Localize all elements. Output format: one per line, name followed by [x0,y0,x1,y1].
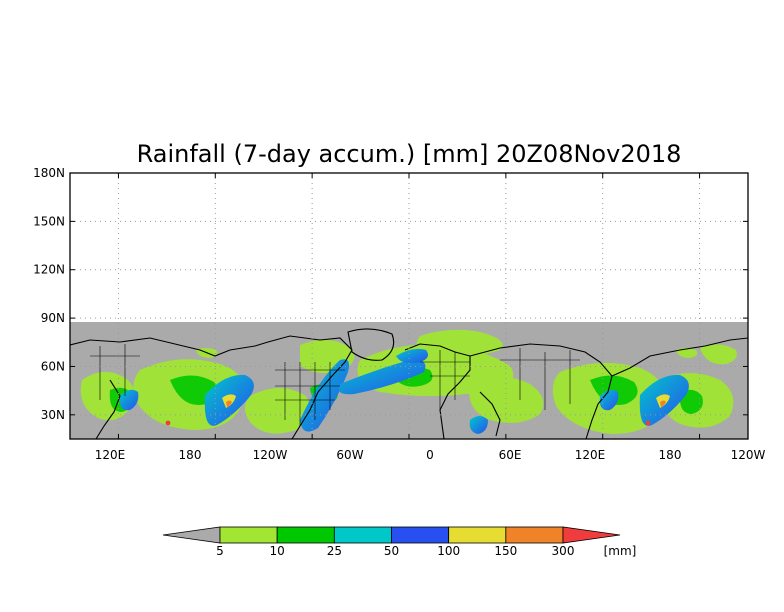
colorbar-label: 25 [327,544,342,558]
lon-label: 60W [336,448,363,462]
lat-label: 90N [41,311,65,325]
coastlines [70,328,748,439]
lon-label: 120W [253,448,288,462]
lon-label: 180 [179,448,202,462]
lat-label: 30N [41,408,65,422]
colorbar-swatch [448,526,507,544]
political-borders [90,344,580,426]
lon-label: 60E [499,448,522,462]
colorbar-label: 150 [494,544,517,558]
colorbar-swatch [219,526,278,544]
lat-label: 150N [33,214,65,228]
lat-label: 120N [33,263,65,277]
colorbar-unit: [mm] [604,544,637,558]
latitude-labels: 180N 150N 120N 90N 60N 30N [33,166,65,422]
colorbar-below-triangle [162,526,221,544]
colorbar-above-triangle [562,526,621,544]
plot-frame [69,172,749,440]
longitude-labels: 120E 180 120W 60W 0 60E 120E 180 120W [95,448,766,462]
colorbar-label: 100 [437,544,460,558]
lon-label: 120E [95,448,126,462]
colorbar-label: 300 [552,544,575,558]
colorbar-label: 50 [384,544,399,558]
colorbar-swatch [333,526,392,544]
lon-label: 120E [575,448,606,462]
colorbar: 5 10 25 50 100 150 300 [mm] [162,526,637,558]
lon-label: 180 [659,448,682,462]
lon-label: 0 [426,448,434,462]
plot-area: 180N 150N 120N 90N 60N 30N 120E 180 120W 60W 0 60E… [33,166,765,462]
lon-label: 120W [731,448,766,462]
graticule [70,172,748,439]
colorbar-swatch [391,526,450,544]
lat-label: 60N [41,359,65,373]
colorbar-label: 5 [216,544,224,558]
map-title: Rainfall (7-day accum.) [mm] 20Z08Nov201… [137,140,682,168]
colorbar-label: 10 [270,544,285,558]
colorbar-swatch [505,526,564,544]
lat-label: 180N [33,166,65,180]
colorbar-swatch [276,526,335,544]
